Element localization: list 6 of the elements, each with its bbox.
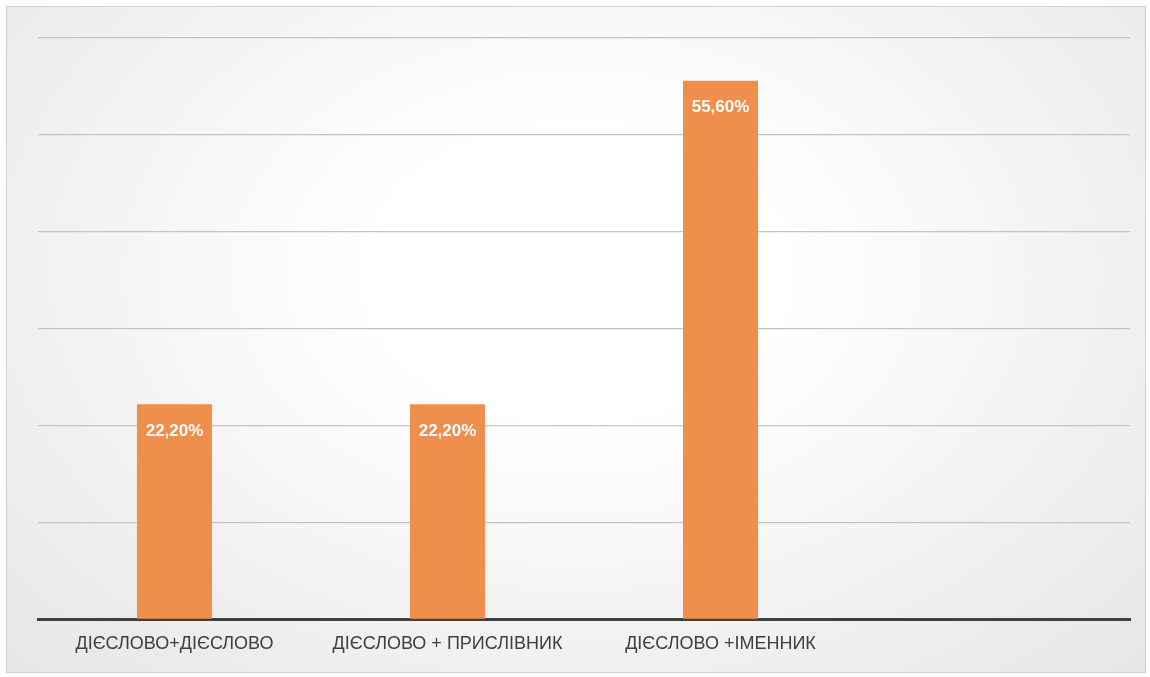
data-label: 22,20% [145, 420, 204, 440]
data-label: 55,60% [691, 97, 750, 117]
data-label: 22,20% [418, 420, 477, 440]
x-tick-label: ДІЄСЛОВО+ДІЄСЛОВО [75, 633, 274, 654]
x-tick-label: ДІЄСЛОВО + ПРИСЛІВНИК [332, 633, 563, 654]
x-tick-label: ДІЄСЛОВО +ІМЕННИК [625, 633, 817, 654]
